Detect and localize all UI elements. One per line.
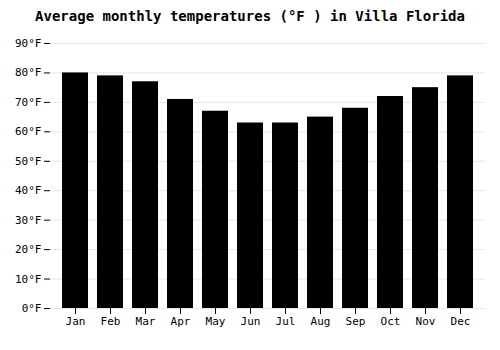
svg-text:20°F: 20°F [15,243,42,256]
svg-text:Feb: Feb [101,315,121,328]
svg-text:Dec: Dec [451,315,471,328]
svg-text:40°F: 40°F [15,184,42,197]
svg-text:May: May [206,315,226,328]
svg-text:Aug: Aug [311,315,331,328]
svg-text:0°F: 0°F [22,302,42,315]
svg-text:Nov: Nov [416,315,436,328]
svg-text:10°F: 10°F [15,273,42,286]
svg-text:Apr: Apr [171,315,191,328]
svg-text:80°F: 80°F [15,66,42,79]
svg-text:30°F: 30°F [15,214,42,227]
svg-text:Jan: Jan [66,315,86,328]
svg-text:Jun: Jun [241,315,261,328]
svg-text:90°F: 90°F [15,37,42,50]
html-text:Average monthly temperatures (: Average monthly temperatures (°F ) in Vi… [35,8,465,24]
svg-text:70°F: 70°F [15,96,42,109]
svg-text:50°F: 50°F [15,155,42,168]
svg-text:Sep: Sep [346,315,366,328]
svg-text:60°F: 60°F [15,125,42,138]
svg-text:Mar: Mar [136,315,156,328]
svg-text:Jul: Jul [276,315,296,328]
svg-text:Oct: Oct [381,315,401,328]
